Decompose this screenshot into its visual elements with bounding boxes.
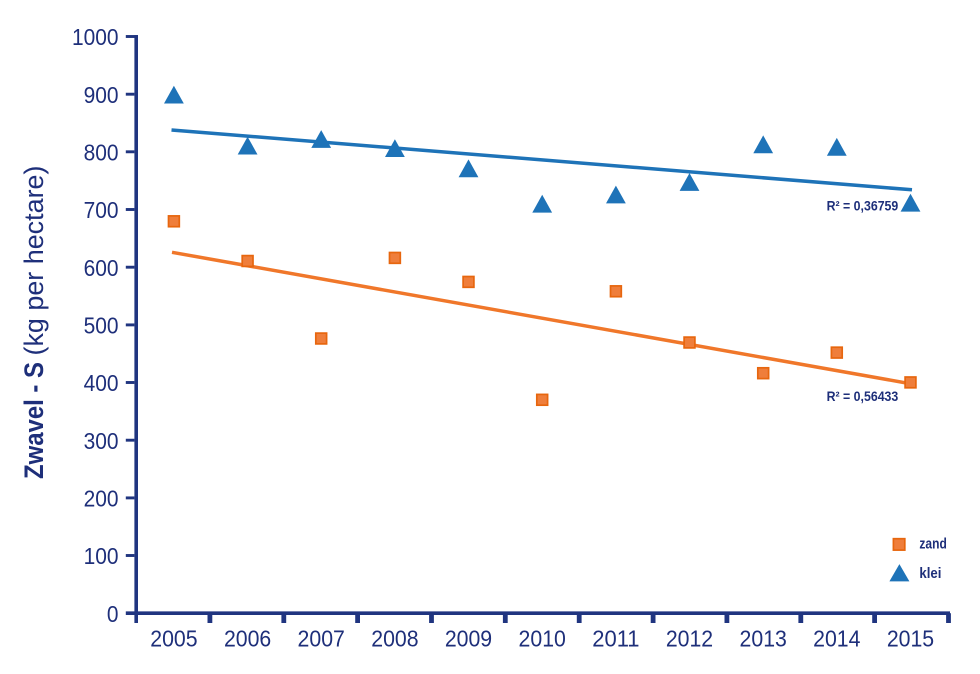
- svg-text:2013: 2013: [740, 625, 787, 651]
- svg-text:2005: 2005: [150, 625, 197, 651]
- svg-text:1000: 1000: [72, 24, 119, 50]
- svg-text:2011: 2011: [592, 625, 639, 651]
- svg-text:Zwavel - S(kg per hectare): Zwavel - S(kg per hectare): [19, 166, 49, 480]
- svg-text:2009: 2009: [445, 625, 492, 651]
- svg-text:klei: klei: [919, 565, 941, 582]
- svg-text:2010: 2010: [519, 625, 566, 651]
- svg-text:500: 500: [84, 313, 119, 339]
- svg-text:2006: 2006: [224, 625, 271, 651]
- svg-text:2007: 2007: [298, 625, 345, 651]
- svg-text:600: 600: [84, 255, 119, 281]
- svg-text:R² = 0,56433: R² = 0,56433: [827, 388, 899, 404]
- svg-text:R² = 0,36759: R² = 0,36759: [827, 198, 899, 214]
- svg-text:700: 700: [84, 197, 119, 223]
- svg-text:300: 300: [84, 428, 119, 454]
- svg-text:0: 0: [107, 601, 119, 627]
- svg-text:200: 200: [84, 486, 119, 512]
- svg-text:800: 800: [84, 140, 119, 166]
- svg-text:2008: 2008: [371, 625, 418, 651]
- svg-text:2015: 2015: [887, 625, 934, 651]
- svg-text:zand: zand: [919, 536, 946, 553]
- svg-text:900: 900: [84, 82, 119, 108]
- svg-text:400: 400: [84, 370, 119, 396]
- svg-text:100: 100: [84, 543, 119, 569]
- svg-text:2014: 2014: [813, 625, 860, 651]
- svg-text:2012: 2012: [666, 625, 713, 651]
